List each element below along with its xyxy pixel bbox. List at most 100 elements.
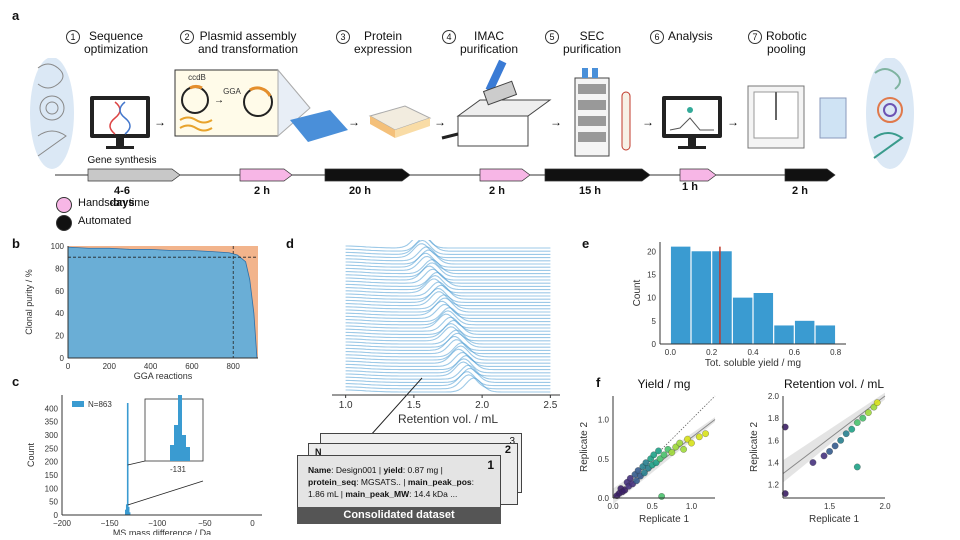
y-tick-label: 300	[45, 431, 59, 440]
y-tick-label: 400	[45, 404, 59, 413]
chromatogram-trace	[345, 300, 551, 316]
x-tick-label: 1.0	[339, 400, 353, 411]
card-record-text: Name: Design001 | yield: 0.87 mg | protei…	[308, 464, 474, 500]
zoom-line	[127, 480, 204, 506]
regression-line	[782, 395, 886, 475]
duration-label: 1 h	[682, 181, 698, 193]
chromatogram-trace	[345, 307, 551, 323]
chromatogram-trace	[345, 240, 551, 255]
y-tick-label: 0.5	[598, 455, 610, 464]
step-number: 5	[545, 30, 559, 44]
panel-f-label: f	[596, 375, 601, 390]
y-tick-label: 60	[55, 287, 64, 296]
histogram-bar	[794, 320, 815, 344]
hands-on-legend-dot	[56, 197, 72, 213]
automated-legend-label: Automated	[78, 215, 132, 227]
y-axis-label: Count	[26, 443, 36, 468]
data-point	[865, 409, 872, 416]
chromatogram-trace	[345, 249, 551, 265]
data-point	[658, 493, 665, 500]
field-name: main_peak_MW	[345, 489, 410, 499]
panel-c-chart: −200 −150 −100 −50 0 0 50 100 150 200 250 300 350 400…	[26, 395, 262, 535]
x-tick-label: 0	[66, 362, 71, 371]
chromatogram-trace	[345, 361, 551, 377]
x-tick-label: −50	[198, 519, 212, 528]
y-tick-label: 15	[647, 270, 656, 279]
chromatogram-trace	[345, 329, 551, 345]
field-value: : MGSATS.. |	[356, 477, 408, 487]
gene-synthesis-label: Gene synthesis	[88, 155, 157, 166]
y-axis-label: Replicate 2	[579, 422, 590, 472]
inset-tick-label: -131	[170, 465, 187, 474]
chromatogram-trace	[345, 271, 551, 287]
x-axis-label: Retention vol. / mL	[398, 412, 498, 426]
data-card-1: 1 Name: Design001 | yield: 0.87 mg | prot…	[297, 455, 501, 509]
x-tick-label: 0.0	[607, 502, 619, 511]
step-title-line: purification	[460, 42, 519, 56]
data-point	[633, 477, 640, 485]
histogram-bar	[774, 325, 794, 344]
data-point	[641, 469, 648, 477]
step-number: 7	[748, 30, 762, 44]
data-point	[859, 414, 867, 422]
chromatogram-trace	[345, 259, 551, 275]
inset-bar	[170, 445, 174, 461]
inset-bar	[174, 425, 178, 461]
ccdb-label: ccdB	[188, 73, 206, 82]
x-tick-label: 2.0	[475, 400, 489, 411]
data-point	[809, 459, 817, 466]
step-title: Protein expression	[354, 30, 412, 56]
arrow-icon: →	[434, 115, 446, 129]
chromatogram-trace	[345, 367, 551, 383]
data-point	[853, 419, 861, 426]
step-header: 2 Plasmid assembly and transformation	[180, 30, 298, 56]
arrow-icon: →	[642, 115, 654, 129]
data-point	[680, 446, 687, 453]
y-tick-label: 0	[60, 354, 65, 363]
step-title-line: Protein	[364, 29, 403, 43]
data-point	[668, 449, 676, 456]
histogram-bar	[712, 251, 732, 344]
histogram-bar	[732, 297, 753, 344]
card-text-line: Name: Design001 | yield: 0.87 mg |	[308, 464, 474, 476]
timeline-segment	[479, 168, 531, 182]
subplot-title: Yield / mg	[638, 378, 691, 391]
y-tick-label: 200	[45, 458, 59, 467]
step-number: 4	[442, 30, 456, 44]
x-tick-label: 400	[144, 362, 158, 371]
chromatogram-trace	[345, 284, 551, 300]
field-value: :	[471, 477, 474, 487]
data-point	[702, 430, 709, 438]
step-header: 5 SEC purification	[545, 30, 621, 56]
step-title-line: and transformation	[198, 42, 299, 56]
duration-label: 20 h	[348, 185, 371, 197]
field-value: : 0.87 mg |	[402, 465, 443, 475]
y-tick-label: 2.0	[768, 392, 780, 401]
legend-label: N=863	[88, 400, 112, 409]
inset-bar	[182, 435, 186, 461]
chromatogram-trace	[345, 377, 551, 393]
chromatogram-trace	[345, 240, 551, 249]
histogram-bar	[127, 507, 130, 515]
y-tick-label: 50	[49, 498, 58, 507]
arrow-icon: →	[727, 115, 739, 129]
duration-label: 15 h	[578, 185, 601, 197]
step-title-line: Analysis	[668, 29, 713, 43]
chromatogram-trace	[345, 345, 551, 361]
card-text-line: protein_seq: MGSATS.. | main_peak_pos:	[308, 476, 474, 488]
step-title: Robotic pooling	[766, 30, 807, 56]
timeline: Gene synthesis	[55, 155, 836, 182]
x-axis-label: Replicate 1	[639, 514, 689, 525]
chromatogram-trace	[345, 336, 551, 351]
data-point	[842, 430, 850, 438]
field-name: Name	[308, 465, 332, 475]
x-tick-label: 0.6	[789, 348, 801, 357]
chromatogram-trace	[345, 371, 551, 387]
panel-f-right-chart: Retention vol. / mL 1.5 2.0 1.2 1.4 1.6 1.8 2.0…	[749, 378, 891, 525]
field-value: 1.86 mL |	[308, 489, 346, 499]
sec-instrument-icon	[574, 68, 631, 157]
field-name: main_peak_pos	[407, 477, 472, 487]
chromatogram-trace	[345, 326, 551, 342]
duration-label: 2 h	[489, 185, 505, 197]
x-tick-label: 2.5	[543, 400, 557, 411]
